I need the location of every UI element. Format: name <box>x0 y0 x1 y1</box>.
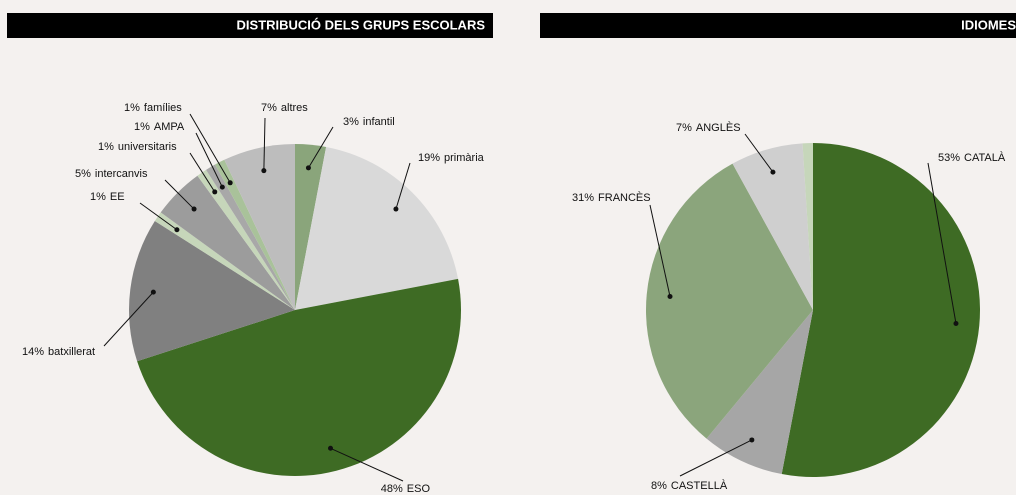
leader-dot <box>191 206 197 212</box>
leader-line <box>330 447 404 482</box>
slice-label: 7% ANGLÈS <box>676 121 741 134</box>
value-label: 1% <box>90 191 106 203</box>
leader-dot <box>393 206 399 212</box>
category-label: altres <box>281 102 308 114</box>
value-label: 14% <box>22 346 44 358</box>
category-label: ESO <box>407 483 431 495</box>
pie-slice <box>137 278 461 476</box>
value-label: 1% <box>98 141 114 153</box>
leader-dot <box>261 168 267 174</box>
pie-slice <box>206 164 295 310</box>
leader-line <box>164 179 195 210</box>
leader-line <box>308 126 334 169</box>
category-label: CASTELLÀ <box>671 479 728 492</box>
leader-line <box>189 152 216 193</box>
leader-line <box>189 113 231 184</box>
leader-dot <box>174 227 180 233</box>
value-label: 1% <box>124 102 140 114</box>
slice-label: 5% intercanvis <box>75 168 148 180</box>
leader-dot <box>770 169 776 175</box>
category-label: AMPA <box>154 121 185 133</box>
slice-label: 1% EE <box>90 191 125 203</box>
leader-dot <box>749 437 755 443</box>
leader-line <box>195 132 223 188</box>
value-label: 19% <box>418 152 440 164</box>
leader-dot <box>219 184 225 190</box>
slice-label: 3% infantil <box>343 116 395 128</box>
slice-label: 31% FRANCÈS <box>572 191 651 204</box>
leader-dot <box>227 180 233 186</box>
pie-slice <box>706 310 813 475</box>
pie-slice <box>215 159 295 310</box>
slice-label: 14% batxillerat <box>22 346 95 358</box>
category-label: EE <box>110 191 125 203</box>
slice-label: 53% CATALÀ <box>938 151 1006 164</box>
pie-slice <box>732 143 813 310</box>
slice-label: 8% CASTELLÀ <box>651 479 728 492</box>
category-label: ANGLÈS <box>696 121 741 134</box>
value-label: 7% <box>261 102 277 114</box>
leader-line <box>263 117 266 171</box>
pie-slice <box>802 143 813 310</box>
category-label: primària <box>444 152 485 164</box>
slice-label: 1% universitaris <box>98 141 177 153</box>
value-label: 48% <box>381 483 403 495</box>
value-label: 7% <box>676 122 692 134</box>
category-label: batxillerat <box>48 346 95 358</box>
slice-label: 1% famílies <box>124 102 182 114</box>
category-label: universitaris <box>118 141 177 153</box>
leader-dot <box>667 293 673 299</box>
category-label: infantil <box>363 116 395 128</box>
leader-line <box>744 133 774 173</box>
leader-line <box>927 162 957 324</box>
value-label: 1% <box>134 121 150 133</box>
slice-label: 1% AMPA <box>134 121 185 133</box>
value-label: 53% <box>938 152 960 164</box>
leader-line <box>649 204 671 297</box>
pie-slice <box>129 221 295 362</box>
pie-slice <box>154 212 295 310</box>
category-label: intercanvis <box>95 168 148 180</box>
chart-title: IDIOMES <box>961 17 1016 32</box>
value-label: 5% <box>75 168 91 180</box>
slice-label: 7% altres <box>261 102 308 114</box>
pie-slice <box>781 143 981 478</box>
pie-slice <box>646 163 813 439</box>
value-label: 8% <box>651 480 667 492</box>
leader-dot <box>328 445 334 451</box>
pie-slice <box>224 144 295 310</box>
category-label: famílies <box>144 102 182 114</box>
leader-line <box>103 291 154 347</box>
leader-dot <box>212 189 218 195</box>
header-bar <box>7 13 493 38</box>
leader-dot <box>305 165 311 171</box>
category-label: FRANCÈS <box>598 191 651 204</box>
leader-dot <box>150 289 156 295</box>
leader-dot <box>953 321 959 327</box>
pie-slice <box>295 144 327 310</box>
leader-line <box>679 439 753 477</box>
value-label: 3% <box>343 116 359 128</box>
category-label: CATALÀ <box>964 151 1006 164</box>
slice-label: 19% primària <box>418 152 485 164</box>
leader-line <box>139 202 178 231</box>
leader-line <box>395 162 411 210</box>
slice-label: 48% ESO <box>381 483 431 495</box>
pie-slice <box>197 169 295 310</box>
value-label: 31% <box>572 192 594 204</box>
header-bar <box>540 13 1016 38</box>
pie-slice <box>295 146 459 310</box>
chart-title: DISTRIBUCIÓ DELS GRUPS ESCOLARS <box>237 17 486 32</box>
